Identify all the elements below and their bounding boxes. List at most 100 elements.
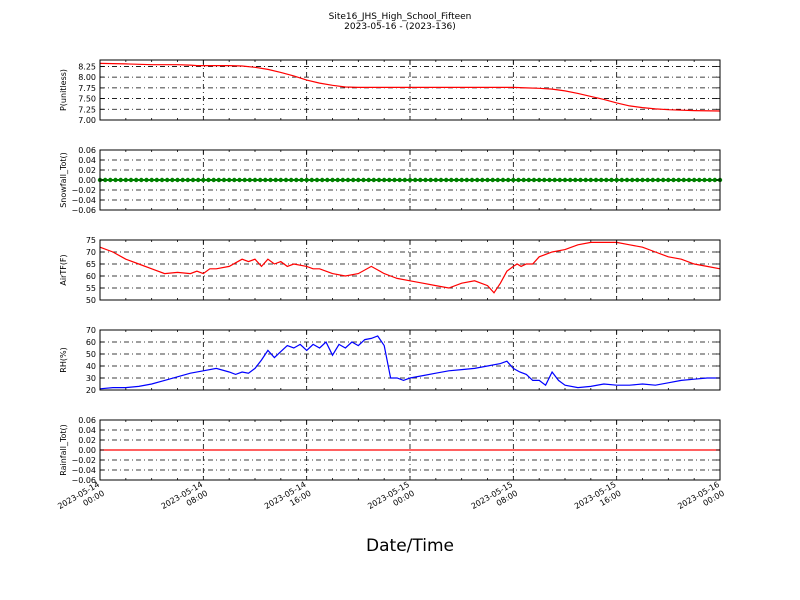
y-tick-label: −0.06 — [71, 476, 96, 485]
data-point — [278, 177, 283, 183]
data-point — [407, 177, 413, 183]
data-point — [526, 177, 531, 183]
data-point — [707, 177, 712, 183]
data-point — [516, 177, 521, 183]
data-point — [144, 177, 149, 183]
data-point — [402, 177, 407, 183]
data-point — [382, 177, 387, 183]
data-point — [583, 177, 588, 183]
data-point — [216, 177, 221, 183]
data-point — [154, 177, 159, 183]
chart-title-line2: 2023-05-16 - (2023-136) — [344, 22, 456, 32]
data-point — [294, 177, 299, 183]
y-tick-label: 0.02 — [78, 166, 96, 175]
y-tick-label: −0.02 — [71, 456, 96, 465]
y-tick-label: 0.06 — [78, 146, 96, 155]
data-point — [521, 177, 526, 183]
data-point — [258, 177, 263, 183]
y-axis-label: RH(%) — [59, 347, 68, 372]
data-point — [237, 177, 242, 183]
y-tick-label: 60 — [86, 338, 96, 347]
series-line — [99, 335, 720, 390]
data-point — [562, 177, 568, 183]
data-point — [686, 177, 692, 183]
y-tick-label: −0.04 — [71, 466, 96, 475]
data-point — [671, 177, 676, 183]
data-point — [170, 177, 175, 183]
data-point — [118, 177, 123, 183]
y-tick-label: 75 — [86, 236, 96, 245]
y-tick-label: 0.00 — [78, 446, 96, 455]
data-point — [159, 177, 165, 183]
grid — [100, 60, 720, 120]
data-point — [506, 177, 511, 183]
data-point — [666, 177, 671, 183]
data-point — [650, 177, 655, 183]
data-point — [511, 177, 516, 183]
data-point — [304, 177, 309, 183]
y-tick-label: 0.02 — [78, 436, 96, 445]
data-point — [661, 177, 666, 183]
data-point — [568, 177, 573, 183]
data-point — [413, 177, 418, 183]
data-point — [113, 177, 118, 183]
y-tick-label: 7.25 — [78, 105, 96, 114]
data-point — [604, 177, 609, 183]
data-point — [599, 177, 604, 183]
data-point — [464, 177, 469, 183]
data-point — [397, 177, 402, 183]
y-tick-label: 60 — [86, 272, 96, 281]
data-point — [325, 177, 330, 183]
data-point — [655, 177, 661, 183]
data-point — [206, 177, 211, 183]
data-point — [469, 177, 475, 183]
data-point — [134, 177, 139, 183]
y-tick-label: 7.00 — [78, 116, 96, 125]
data-point — [475, 177, 480, 183]
data-point — [485, 177, 490, 183]
data-point — [624, 177, 630, 183]
data-point — [221, 177, 227, 183]
data-point — [299, 177, 304, 183]
y-tick-label: 7.50 — [78, 95, 96, 104]
panel-4: 0.060.040.020.00−0.02−0.04−0.06Rainfall_… — [59, 416, 721, 485]
data-point — [309, 177, 314, 183]
data-point — [345, 177, 351, 183]
y-tick-label: 20 — [86, 386, 96, 395]
data-point — [165, 177, 170, 183]
data-point — [614, 177, 619, 183]
data-point — [537, 177, 542, 183]
data-point — [619, 177, 624, 183]
data-point — [630, 177, 635, 183]
grid — [100, 330, 720, 390]
y-tick-label: 55 — [86, 284, 96, 293]
y-tick-label: −0.06 — [71, 206, 96, 215]
data-point — [190, 177, 196, 183]
data-point — [330, 177, 335, 183]
data-point — [392, 177, 397, 183]
data-point — [356, 177, 361, 183]
data-point — [340, 177, 345, 183]
y-axis-label: Rainfall_Tot() — [59, 424, 68, 476]
data-point — [495, 177, 500, 183]
data-point — [542, 177, 547, 183]
data-point — [557, 177, 562, 183]
panel-2: 75 70 65 60 55 50 AirTF(F) — [59, 236, 721, 305]
y-tick-label: −0.04 — [71, 196, 96, 205]
data-point — [139, 177, 144, 183]
y-tick-label: 8.25 — [78, 62, 96, 71]
y-axis-label: AirTF(F) — [59, 254, 68, 285]
data-point — [547, 177, 552, 183]
data-point — [283, 177, 289, 183]
y-axis-label: P(unitless) — [59, 69, 68, 111]
data-point — [588, 177, 593, 183]
data-point — [449, 177, 454, 183]
data-point — [444, 177, 449, 183]
data-point — [247, 177, 252, 183]
panel-1: 0.060.040.020.00−0.02−0.04−0.06Snowfall_… — [59, 146, 723, 215]
